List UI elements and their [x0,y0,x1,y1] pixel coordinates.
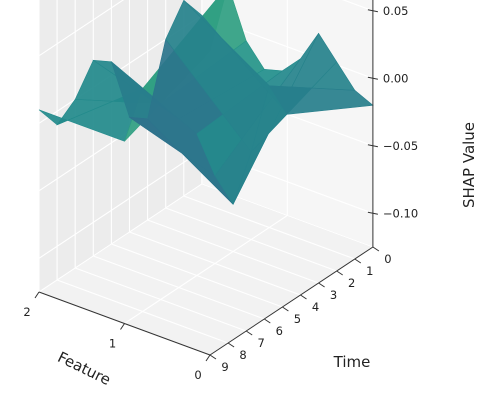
time-tick-label: 9 [221,360,228,374]
z-tick [367,211,378,215]
z-tick [367,76,378,80]
time-tick-label: 7 [258,336,265,350]
time-grid-line [110,0,283,308]
feature-tick [205,354,211,362]
time-grid-line [147,0,319,284]
time-grid-line [165,0,337,272]
x-axis-title: Feature [55,348,114,389]
axes [34,0,380,362]
time-grid-line [183,0,355,260]
time-tick-label: 1 [366,264,373,278]
time-tick [354,258,362,264]
feature-tick [34,291,40,299]
z-tick-label: −0.10 [383,206,418,220]
time-tick-label: 6 [276,324,283,338]
z-axis-title: SHAP Value [460,122,478,208]
time-tick-label: 4 [312,300,319,314]
time-tick [300,294,307,300]
feature-tick [120,323,125,330]
time-tick [209,354,217,360]
time-grid-line [201,0,374,248]
time-tick [372,246,380,252]
time-tick [318,282,325,288]
feature-tick-label: 0 [194,368,201,382]
y-axis-title: Time [333,353,371,371]
shap-surface [38,0,374,205]
feature-tick-label: 2 [23,305,30,319]
time-tick-label: 2 [348,276,355,290]
z-tick [367,144,378,148]
z-tick-label: −0.05 [383,139,418,153]
time-tick-label: 5 [294,312,301,326]
time-tick [336,270,343,276]
time-grid-line [74,0,247,332]
time-grid-line [128,0,301,296]
surface-patch [268,85,374,115]
time-tick-label: 8 [239,348,246,362]
z-tick-label: 0.05 [383,4,409,18]
time-tick [264,318,271,324]
time-grid-line [56,0,229,344]
z-tick-label: 0.00 [383,71,409,85]
z-tick [367,9,378,13]
time-tick [245,330,253,336]
time-tick-label: 3 [330,288,337,302]
feature-tick-label: 1 [109,337,116,351]
time-tick-label: 0 [384,252,391,266]
time-axis-line [209,246,374,356]
time-tick [282,306,289,312]
time-grid-line [92,0,265,320]
time-tick [227,342,235,348]
